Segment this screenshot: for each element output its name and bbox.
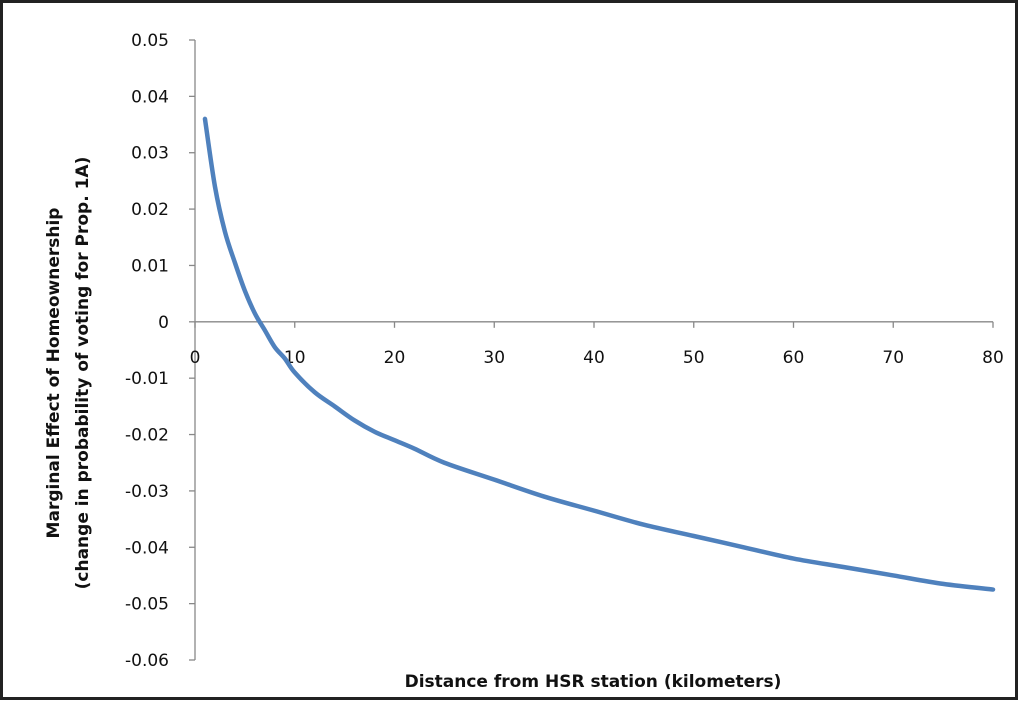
x-tick-label: 60 <box>783 348 805 368</box>
y-tick-label: 0 <box>158 313 169 333</box>
y-tick-label: 0.03 <box>131 144 169 164</box>
series-layer <box>202 116 996 592</box>
y-axis-title-line-1: Marginal Effect of Homeownership <box>44 208 64 539</box>
y-tick-label: 0.05 <box>131 31 169 51</box>
y-tick-label: -0.04 <box>125 538 169 558</box>
y-tick-label: -0.02 <box>125 426 169 446</box>
x-tick-label: 70 <box>882 348 904 368</box>
y-axis-title-line-2: (change in probability of voting for Pro… <box>73 157 93 590</box>
x-tick-label: 0 <box>190 348 201 368</box>
x-tick-label: 80 <box>982 348 1004 368</box>
y-tick-label: -0.03 <box>125 482 169 502</box>
y-tick-label: -0.01 <box>125 369 169 389</box>
x-tick-label: 20 <box>384 348 406 368</box>
x-tick-label: 40 <box>583 348 605 368</box>
x-axis-title: Distance from HSR station (kilometers) <box>405 672 782 692</box>
x-tick-label: 30 <box>483 348 505 368</box>
y-tick-label: -0.05 <box>125 595 169 615</box>
y-tick-label: 0.01 <box>131 256 169 276</box>
y-tick-label: -0.06 <box>125 651 169 671</box>
line-chart: 0.05 0.04 0.03 0.02 0.01 0 -0.01 -0.02 -0.03 -0.0… <box>44 31 1004 692</box>
y-tick-label: 0.02 <box>131 200 169 220</box>
x-axis-ticks: 0 10 20 30 40 50 60 70 80 <box>190 321 1004 368</box>
y-tick-label: 0.04 <box>131 87 169 107</box>
y-axis-ticks: 0.05 0.04 0.03 0.02 0.01 0 -0.01 -0.02 -0.03 -0.0… <box>125 31 195 671</box>
series-line-1 <box>202 116 996 592</box>
x-tick-label: 50 <box>683 348 705 368</box>
